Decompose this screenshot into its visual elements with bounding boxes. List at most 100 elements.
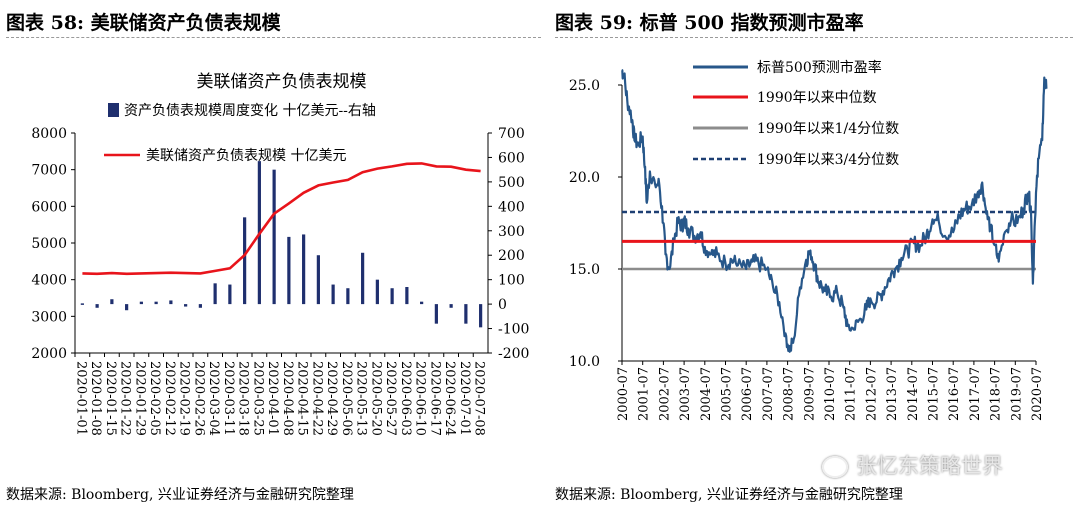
weekly-change-bar (243, 217, 247, 305)
left-y-tick-label: 5000 (31, 236, 67, 252)
y-tick-label: 20.0 (569, 170, 600, 186)
weekly-change-bar (228, 284, 232, 305)
x-tick-label: 2004-07 (699, 367, 714, 421)
left-y-tick-label: 7000 (31, 163, 67, 179)
x-tick-label: 2020-03-04 (206, 361, 221, 436)
x-tick-label: 2002-07 (657, 367, 672, 421)
chart-title: 美联储资产负债表规模 (197, 72, 367, 92)
left-source-note: 数据来源: Bloomberg, 兴业证券经济与金融研究院整理 (6, 487, 354, 503)
weekly-change-bar (110, 299, 114, 305)
x-tick-label: 2019-07 (1009, 367, 1024, 421)
x-tick-label: 2020-06-10 (413, 361, 428, 436)
watermark-text: 张忆东策略世界 (856, 454, 1003, 478)
x-tick-label: 2012-07 (864, 367, 879, 421)
x-tick-label: 2020-04-22 (309, 361, 324, 436)
x-tick-label: 2020-04-01 (265, 361, 280, 436)
right-y-tick-label: 300 (498, 224, 525, 240)
x-tick-label: 2020-01-08 (88, 361, 103, 436)
x-tick-label: 2020-01-22 (118, 361, 133, 436)
weekly-change-bar (390, 288, 394, 305)
x-tick-label: 2020-04-08 (280, 361, 295, 436)
x-tick-label: 2008-07 (782, 367, 797, 421)
weekly-change-bar (464, 304, 468, 324)
legend-label: 1990年以来1/4分位数 (757, 121, 899, 137)
pe-ratio-line (621, 69, 1048, 353)
weekly-change-bar (272, 169, 276, 305)
left-y-tick-label: 6000 (31, 199, 67, 215)
wechat-icon (822, 456, 848, 478)
legend-label: 1990年以来中位数 (757, 90, 877, 106)
x-tick-label: 2017-07 (968, 367, 983, 421)
weekly-change-bar (302, 234, 306, 305)
right-y-tick-label: -200 (498, 346, 529, 362)
legend-bar-swatch (108, 103, 119, 117)
x-tick-label: 2007-07 (761, 367, 776, 421)
weekly-change-bar (375, 279, 379, 305)
weekly-change-bar (405, 287, 409, 305)
right-y-tick-label: 200 (498, 248, 525, 264)
weekly-change-bar (125, 304, 129, 311)
x-tick-label: 2020-07-01 (457, 361, 472, 436)
x-tick-label: 2020-06-24 (442, 361, 457, 436)
x-tick-label: 2015-07 (927, 367, 942, 421)
y-tick-label: 25.0 (569, 78, 600, 94)
balance-sheet-line (82, 162, 481, 276)
legend-bar-label: 资产负债表规模周度变化 十亿美元--右轴 (124, 103, 376, 119)
weekly-change-bar (346, 288, 350, 305)
legend-line-label: 美联储资产负债表规模 十亿美元 (146, 148, 346, 164)
weekly-change-bar (287, 236, 291, 305)
x-tick-label: 2020-03-25 (250, 361, 265, 436)
x-tick-label: 2020-02-12 (162, 361, 177, 436)
x-tick-label: 2001-07 (637, 367, 652, 421)
right-y-tick-label: 100 (498, 273, 525, 289)
x-tick-label: 2020-03-18 (236, 361, 251, 436)
weekly-change-bar (198, 304, 202, 308)
right-y-tick-label: 400 (498, 199, 525, 215)
weekly-change-bar (139, 301, 143, 305)
x-tick-label: 2020-01-01 (73, 361, 88, 436)
y-tick-label: 15.0 (569, 262, 600, 278)
sp500-forward-pe-chart: 10.0 15.0 20.0 25.0 2000-07 2001-07 2002-07 200… (569, 59, 1048, 421)
fed-balance-sheet-chart: 美联储资产负债表规模2000300040005000600070008000-2… (31, 72, 529, 436)
x-tick-label: 2020-06-03 (398, 361, 413, 436)
x-tick-label: 2011-07 (844, 367, 859, 421)
weekly-change-bar (184, 304, 188, 307)
x-tick-label: 2020-05-20 (368, 361, 383, 436)
x-tick-label: 2020-01-15 (103, 361, 118, 436)
legend-label: 1990年以来3/4分位数 (757, 152, 899, 168)
weekly-change-bar (361, 252, 365, 305)
left-y-tick-label: 2000 (31, 346, 67, 362)
weekly-change-bar (479, 304, 483, 328)
weekly-change-bar (95, 304, 99, 308)
weekly-change-bar (169, 300, 173, 305)
right-y-tick-label: 700 (498, 126, 525, 142)
left-y-tick-label: 4000 (31, 273, 67, 289)
right-title-rule (555, 37, 1073, 38)
x-tick-label: 2018-07 (989, 367, 1004, 421)
right-y-tick-label: -100 (498, 322, 529, 338)
x-tick-label: 2020-07-08 (472, 361, 487, 436)
weekly-change-bar (434, 304, 438, 324)
x-tick-label: 2016-07 (947, 367, 962, 421)
left-title-rule (6, 37, 541, 38)
x-tick-label: 2003-07 (678, 367, 693, 421)
x-tick-label: 2000-07 (616, 367, 631, 421)
x-tick-label: 2020-04-15 (295, 361, 310, 436)
x-tick-label: 2020-06-17 (427, 361, 442, 436)
x-tick-label: 2020-02-05 (147, 361, 162, 436)
left-figure-title: 图表 58: 美联储资产负债表规模 (6, 12, 281, 34)
x-tick-label: 2005-07 (720, 367, 735, 421)
weekly-change-bar (420, 301, 424, 305)
x-tick-label: 2020-01-29 (132, 361, 147, 436)
right-source-note: 数据来源: Bloomberg, 兴业证券经济与金融研究院整理 (555, 487, 903, 503)
left-y-tick-label: 8000 (31, 126, 67, 142)
right-y-tick-label: 0 (498, 297, 507, 313)
right-figure-title: 图表 59: 标普 500 指数预测市盈率 (555, 12, 864, 34)
x-tick-label: 2020-05-13 (354, 361, 369, 436)
weekly-change-bar (154, 301, 158, 305)
left-y-tick-label: 3000 (31, 309, 67, 325)
weekly-change-bar (331, 284, 335, 305)
x-tick-label: 2020-03-11 (221, 361, 236, 436)
x-tick-label: 2020-04-29 (324, 361, 339, 436)
x-tick-label: 2020-05-06 (339, 361, 354, 436)
